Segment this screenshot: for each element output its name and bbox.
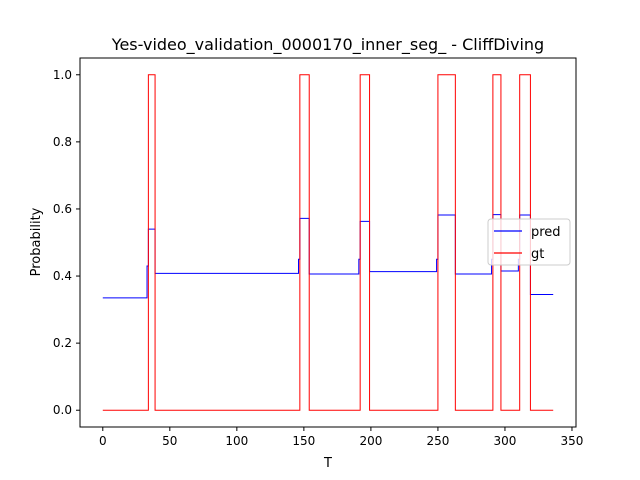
y-tick-label: 0.8 [53,135,72,149]
x-tick-label: 0 [99,434,107,448]
y-axis: 0.0 0.2 0.4 0.6 0.8 1.0 [53,68,80,417]
legend: pred gt [487,218,571,266]
plot-lines [102,74,554,411]
x-tick-label: 50 [162,434,177,448]
series-line-gt [102,74,554,411]
y-tick-label: 0.2 [53,336,72,350]
chart-title: Yes-video_validation_0000170_inner_seg_ … [111,35,544,55]
legend-label-gt: gt [531,247,544,262]
x-axis-label: T [323,456,332,471]
x-tick-label: 350 [561,434,584,448]
y-tick-label: 0.6 [53,202,72,216]
y-tick-label: 0.0 [53,403,72,417]
y-tick-label: 0.4 [53,269,72,283]
x-tick-label: 200 [359,434,382,448]
x-axis: 0 50 100 150 200 250 300 350 [99,427,583,448]
plot-frame [79,57,577,428]
y-axis-label: Probability [29,207,44,276]
x-tick-label: 100 [225,434,248,448]
y-tick-label: 1.0 [53,68,72,82]
x-tick-label: 250 [426,434,449,448]
legend-label-pred: pred [531,225,561,240]
series-line-pred [102,214,554,299]
x-tick-label: 300 [493,434,516,448]
x-tick-label: 150 [292,434,315,448]
